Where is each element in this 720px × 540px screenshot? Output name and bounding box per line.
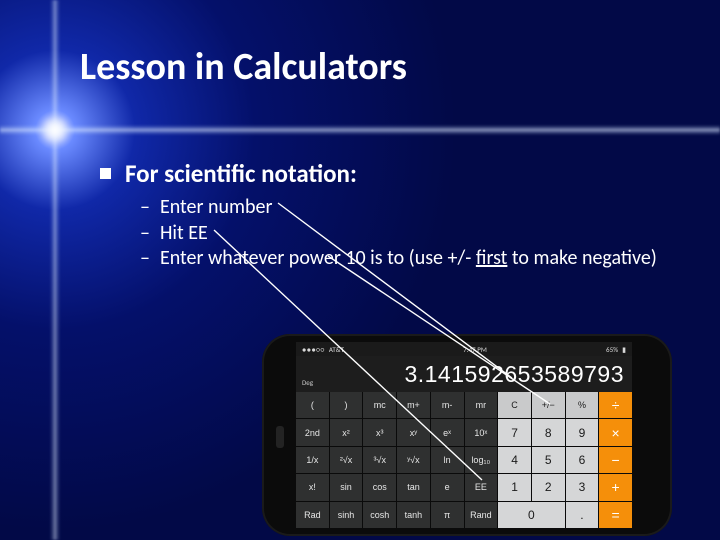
slide-title: Lesson in Calculators — [80, 44, 407, 90]
calc-key-[interactable]: ÷ — [599, 392, 632, 418]
calc-key-mr[interactable]: mr — [465, 392, 498, 418]
calc-key-x[interactable]: ʸ√x — [397, 447, 430, 473]
calc-key-m[interactable]: m- — [431, 392, 464, 418]
calc-key-m[interactable]: m+ — [397, 392, 430, 418]
calc-key-x[interactable]: ³√x — [363, 447, 396, 473]
phone-screen: ●●●○○ AT&T 7:47 PM 65% ▮ 3.1415926535897… — [296, 342, 632, 528]
dash-icon: – — [140, 221, 150, 247]
content-block: For scientific notation: – Enter number … — [100, 158, 660, 272]
calc-key-x[interactable]: xʸ — [397, 419, 430, 445]
background-flare-core — [40, 115, 70, 145]
calc-key-tan[interactable]: tan — [397, 474, 430, 500]
calc-key-2nd[interactable]: 2nd — [296, 419, 329, 445]
list-item: – Enter whatever power 10 is to (use +/-… — [140, 246, 660, 272]
signal-dots-icon: ●●●○○ — [302, 345, 325, 354]
calc-key-7[interactable]: 7 — [498, 419, 531, 445]
content-heading: For scientific notation: — [125, 158, 357, 189]
deg-label: Deg — [302, 378, 313, 387]
calc-key-rand[interactable]: Rand — [465, 502, 498, 528]
calc-key-x[interactable]: ²√x — [330, 447, 363, 473]
calc-key-ee[interactable]: EE — [465, 474, 498, 500]
calc-key-mc[interactable]: mc — [363, 392, 396, 418]
calc-key-[interactable]: +/− — [532, 392, 565, 418]
background-flare-vertical — [50, 0, 60, 540]
list-item-text: Enter whatever power 10 is to (use +/- f… — [160, 246, 657, 272]
calc-key-c[interactable]: C — [498, 392, 531, 418]
calc-keypad: ()mcm+m-mrC+/−%÷ 2ndx²x³xʸeˣ10ˣ789× 1/x²√x… — [296, 392, 632, 528]
calc-key-[interactable]: + — [599, 474, 632, 500]
calc-key-x[interactable]: x! — [296, 474, 329, 500]
calc-key-x[interactable]: x³ — [363, 419, 396, 445]
phone-frame: ●●●○○ AT&T 7:47 PM 65% ▮ 3.1415926535897… — [262, 334, 672, 536]
calc-key-rad[interactable]: Rad — [296, 502, 329, 528]
calc-key-6[interactable]: 6 — [566, 447, 599, 473]
calc-key-1[interactable]: 1 — [498, 474, 531, 500]
background-flare-horizontal — [0, 125, 720, 135]
square-bullet-icon — [100, 168, 111, 179]
status-left: ●●●○○ AT&T — [302, 345, 344, 354]
status-time: 7:47 PM — [463, 345, 487, 354]
calc-key-e[interactable]: e — [431, 474, 464, 500]
calc-key-sinh[interactable]: sinh — [330, 502, 363, 528]
calc-key-[interactable]: = — [599, 502, 632, 528]
calc-key-tanh[interactable]: tanh — [397, 502, 430, 528]
dash-icon: – — [140, 246, 150, 272]
calc-key-4[interactable]: 4 — [498, 447, 531, 473]
dash-icon: – — [140, 195, 150, 221]
list-item: – Enter number — [140, 195, 660, 221]
calc-key-[interactable]: ) — [330, 392, 363, 418]
calc-key-3[interactable]: 3 — [566, 474, 599, 500]
calc-key-2[interactable]: 2 — [532, 474, 565, 500]
list-item-pre: Enter whatever power 10 is to (use +/- — [160, 246, 476, 270]
calc-key-8[interactable]: 8 — [532, 419, 565, 445]
calc-key-[interactable]: . — [566, 502, 599, 528]
calc-key-[interactable]: − — [599, 447, 632, 473]
battery-label: 65% — [606, 345, 618, 354]
calc-display-value: 3.141592653589793 — [404, 361, 624, 388]
sub-list: – Enter number – Hit EE – Enter whatever… — [140, 195, 660, 272]
status-right: 65% ▮ — [606, 345, 626, 354]
calc-key-e[interactable]: eˣ — [431, 419, 464, 445]
list-item-text: Hit EE — [160, 221, 208, 247]
list-item-text: Enter number — [160, 195, 272, 221]
calc-key-cosh[interactable]: cosh — [363, 502, 396, 528]
calc-key-[interactable]: π — [431, 502, 464, 528]
calc-display: 3.141592653589793 — [296, 356, 632, 392]
carrier-label: AT&T — [329, 345, 344, 354]
list-item-post: to make negative) — [507, 246, 656, 270]
calc-key-[interactable]: % — [566, 392, 599, 418]
list-item-underlined: first — [476, 246, 508, 270]
calc-key-sin[interactable]: sin — [330, 474, 363, 500]
calc-key-x[interactable]: x² — [330, 419, 363, 445]
calc-key-1x[interactable]: 1/x — [296, 447, 329, 473]
calc-key-[interactable]: ( — [296, 392, 329, 418]
calc-key-cos[interactable]: cos — [363, 474, 396, 500]
calc-key-9[interactable]: 9 — [566, 419, 599, 445]
calc-key-log[interactable]: log₁₀ — [465, 447, 498, 473]
status-bar: ●●●○○ AT&T 7:47 PM 65% ▮ — [296, 342, 632, 356]
calc-key-10[interactable]: 10ˣ — [465, 419, 498, 445]
calc-key-[interactable]: × — [599, 419, 632, 445]
calc-key-ln[interactable]: ln — [431, 447, 464, 473]
phone-speaker — [276, 426, 284, 448]
heading-row: For scientific notation: — [100, 158, 660, 189]
battery-icon: ▮ — [622, 345, 626, 354]
calc-key-0[interactable]: 0 — [498, 502, 564, 528]
calc-key-5[interactable]: 5 — [532, 447, 565, 473]
list-item: – Hit EE — [140, 221, 660, 247]
